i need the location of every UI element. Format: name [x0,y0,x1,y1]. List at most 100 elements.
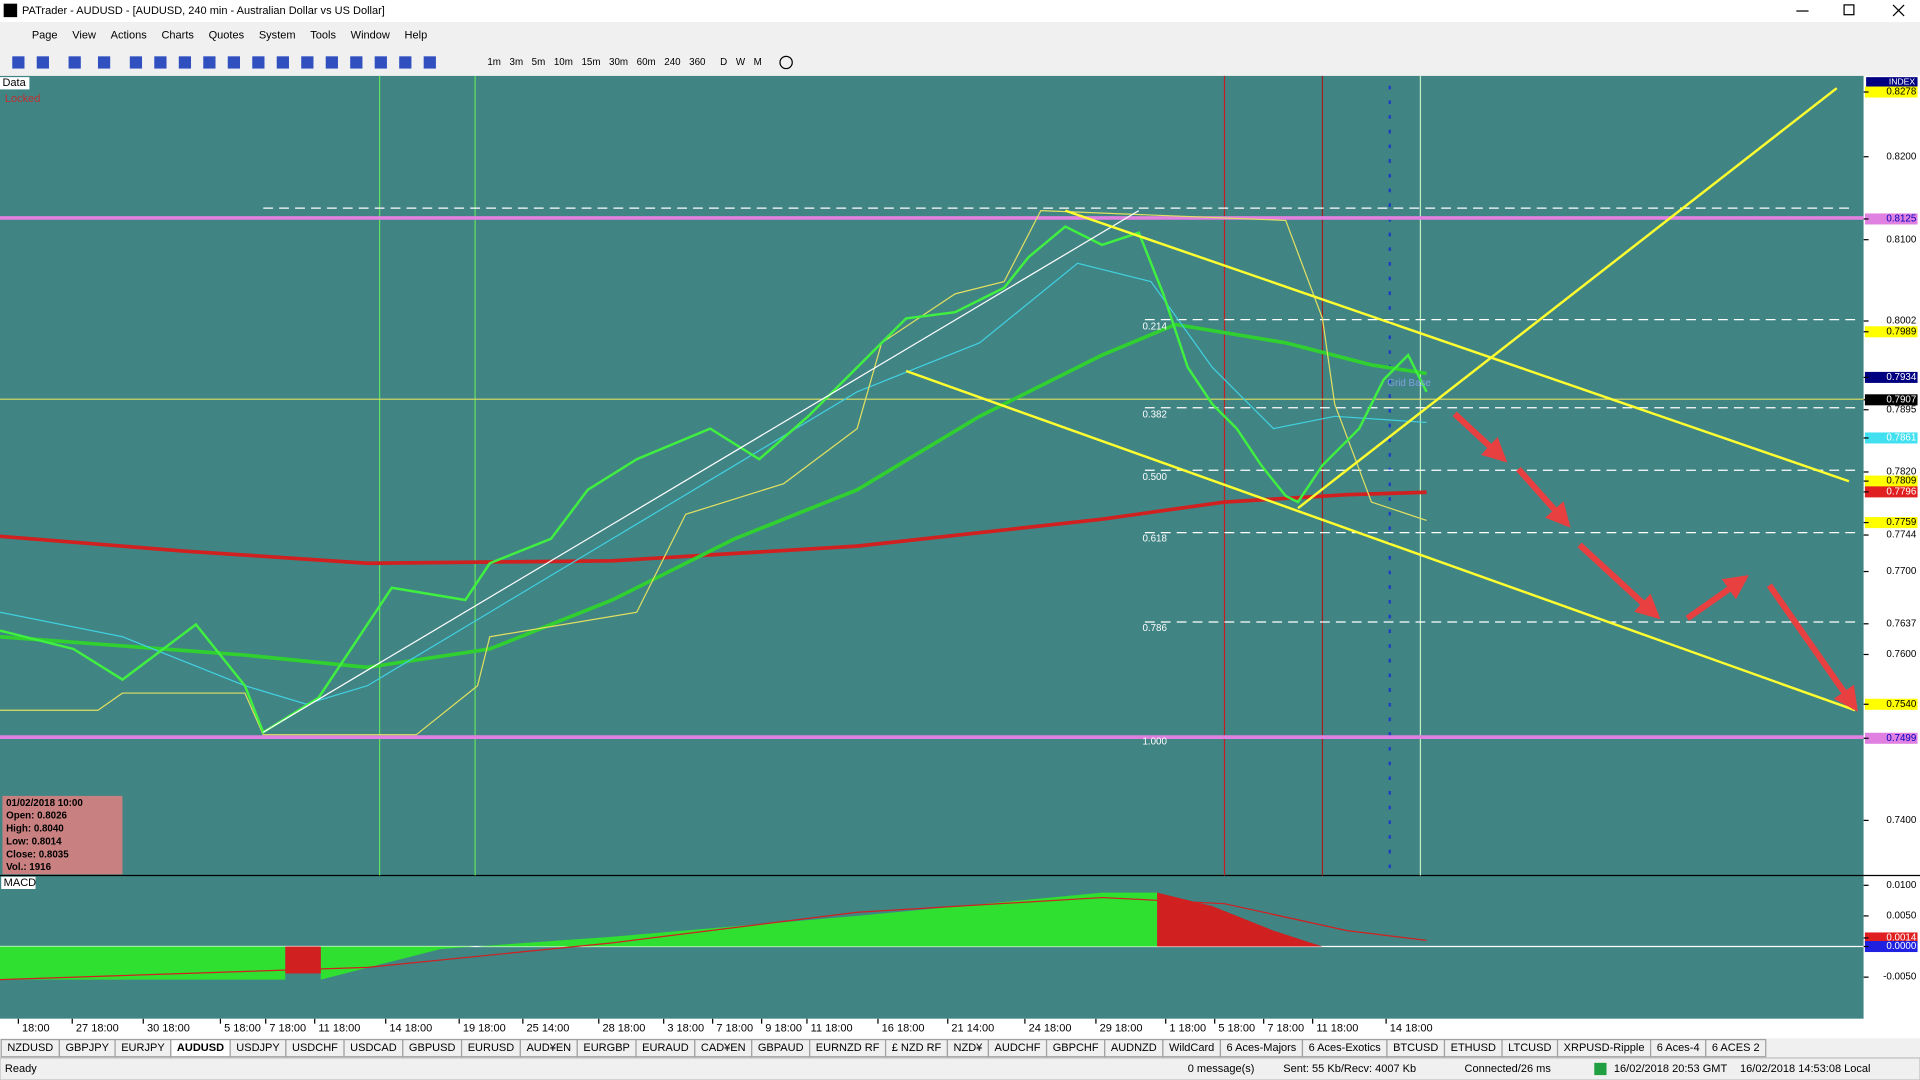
date-label: 7 18:00 [716,1022,753,1034]
close-button[interactable] [1892,4,1905,17]
tab-label[interactable]: AUDNZD [1111,1042,1157,1054]
price-line [0,225,1428,735]
tool-icon[interactable] [68,56,81,69]
tab-label[interactable]: NZD¥ [954,1042,984,1054]
tool-icon[interactable] [374,56,387,69]
tab-label[interactable]: GBPJPY [65,1042,109,1054]
tool-icon[interactable] [203,56,216,69]
menu-item[interactable]: View [72,29,96,41]
tab-label[interactable]: GBPCHF [1053,1042,1099,1054]
macd-signal [0,896,1427,981]
tab-label[interactable]: £ NZD RF [892,1042,942,1054]
tab-label[interactable]: WildCard [1169,1042,1214,1054]
tab-label[interactable]: USDCHF [292,1042,338,1054]
tab-label[interactable]: EURJPY [121,1042,165,1054]
tab[interactable] [1705,1038,1767,1058]
tab-label[interactable]: 6 Aces-Exotics [1309,1042,1382,1054]
tab-label[interactable]: LTCUSD [1508,1042,1551,1054]
tab-label[interactable]: EURGBP [583,1042,630,1054]
tab-label[interactable]: EURNZD RF [816,1042,880,1054]
tool-icon[interactable] [97,56,111,69]
tab-label[interactable]: CAD¥EN [701,1042,746,1054]
price-label-bg [1864,517,1918,529]
fib-lines [263,207,1856,623]
macd-badge [1,876,36,889]
tool-icon[interactable] [227,56,240,69]
tab-label[interactable]: ETHUSD [1451,1042,1496,1054]
tab-label[interactable]: AUD¥EN [526,1042,571,1054]
tab-label[interactable]: NZDUSD [7,1042,53,1054]
timeframe-button[interactable]: 5m [532,57,546,68]
axis-label: 0.7820 [1886,467,1916,478]
tool-icon[interactable] [325,56,338,69]
timeframe-button[interactable]: 15m [581,57,600,68]
menu-item[interactable]: Help [405,29,428,41]
tab-label[interactable]: AUDUSD [177,1042,224,1054]
axis-label: 0.7600 [1886,649,1916,660]
tool-icon[interactable] [154,56,167,69]
timeframe-button[interactable]: D [720,57,727,68]
data-label: Data [2,77,26,89]
title-bar [0,0,1920,23]
tab-label[interactable]: USDJPY [236,1042,280,1054]
date-label: 14 18:00 [389,1022,432,1034]
axis-label: 0.0000 [1886,941,1916,952]
menu-item[interactable]: Window [351,29,390,41]
axis-label: 0.7895 [1886,404,1916,415]
date-label: 18:00 [22,1022,50,1034]
tab-label[interactable]: 6 Aces-4 [1657,1042,1700,1054]
price-chart [0,75,1864,876]
timeframe-button[interactable]: 1m [487,57,501,68]
index-label: INDEX [1889,76,1915,86]
axis-label: 0.7861 [1886,433,1916,444]
tool-icon[interactable] [178,56,192,69]
tool-icon[interactable] [779,55,793,70]
info-line: High: 0.8040 [6,824,64,835]
menu-item[interactable]: Quotes [209,29,245,41]
timeframe-button[interactable]: W [736,57,746,68]
tool-icon[interactable] [399,56,412,69]
price-channel [0,209,1427,736]
timeframe-button[interactable]: 240 [664,57,681,68]
timeframe-button[interactable]: 3m [510,57,524,68]
tab-label[interactable]: XRPUSD-Ripple [1564,1042,1645,1054]
restore-button[interactable] [1843,4,1855,16]
tab-label[interactable]: EURUSD [468,1042,515,1054]
menu-item[interactable]: Actions [111,29,148,41]
menu-item[interactable]: Page [32,29,58,41]
tool-icon[interactable] [12,56,25,69]
tab-label[interactable]: GBPAUD [758,1042,804,1054]
price-label-bg [1864,941,1918,953]
menu-item[interactable]: Tools [310,29,336,41]
status-local: 16/02/2018 14:53:08 Local [1740,1063,1870,1075]
timeframe-button[interactable]: 10m [554,57,573,68]
menu-item[interactable]: System [259,29,296,41]
timeframe-button[interactable]: 360 [689,57,706,68]
menu-item[interactable]: Charts [161,29,194,41]
tool-icon[interactable] [423,56,436,69]
timeframe-button[interactable]: M [754,57,762,68]
tool-icon[interactable] [276,56,289,69]
tool-icon[interactable] [36,56,49,69]
date-axis [0,1018,1920,1039]
tab-label[interactable]: GBPUSD [409,1042,456,1054]
price-label-bg [1864,86,1918,98]
tool-icon[interactable] [252,56,265,69]
index-badge [1866,77,1918,87]
tool-icon[interactable] [129,56,143,69]
timeframe-button[interactable]: 60m [637,57,656,68]
tab-label[interactable]: USDCAD [350,1042,397,1054]
tab-label[interactable]: AUDCHF [995,1042,1041,1054]
tool-icon[interactable] [301,56,314,69]
tab-label[interactable]: 6 ACES 2 [1712,1042,1760,1054]
tab-label[interactable]: EURAUD [642,1042,689,1054]
tool-icon[interactable] [350,56,363,69]
fib-label: 0.214 [1142,322,1167,333]
tab-label[interactable]: 6 Aces-Majors [1227,1042,1297,1054]
date-label: 19 18:00 [463,1022,506,1034]
axis-label: 0.7540 [1886,699,1916,710]
timeframe-button[interactable]: 30m [609,57,628,68]
date-label: 11 18:00 [1316,1022,1358,1034]
grid-label: Grid Base [1387,378,1431,389]
tab-label[interactable]: BTCUSD [1393,1042,1438,1054]
